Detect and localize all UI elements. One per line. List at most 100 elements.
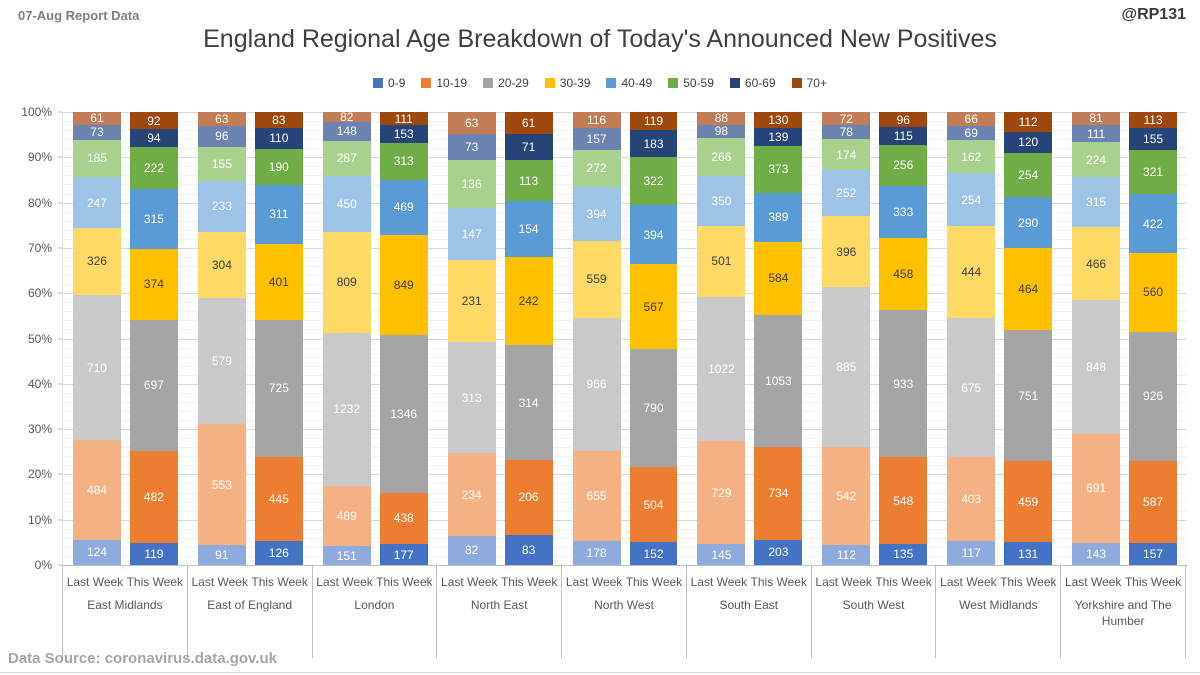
bar-segment: 233 xyxy=(197,180,246,232)
minor-gridline xyxy=(63,438,1187,440)
segment-value-label: 394 xyxy=(643,227,664,242)
y-tick-mark xyxy=(58,111,62,113)
bar-segment: 290 xyxy=(1004,197,1053,249)
segment-value-label: 112 xyxy=(1018,114,1038,129)
major-gridline xyxy=(63,112,1187,113)
segment-value-label: 113 xyxy=(1143,112,1163,127)
segment-value-label: 153 xyxy=(393,127,414,142)
bar-segment: 691 xyxy=(1072,433,1121,543)
bar-segment: 157 xyxy=(1129,543,1178,565)
segment-value-label: 82 xyxy=(340,110,354,125)
segment-value-label: 1053 xyxy=(765,374,792,389)
bar-segment: 111 xyxy=(1072,124,1121,143)
stacked-bar: 131 459 751 464 290 254 120 112 xyxy=(1004,112,1053,565)
bar-segment: 559 xyxy=(572,241,621,318)
bar-segment: 710 xyxy=(73,294,121,441)
legend-swatch-50-59 xyxy=(668,78,679,88)
bar-segment: 78 xyxy=(822,125,871,140)
segment-value-label: 69 xyxy=(964,125,978,140)
bar-segment: 542 xyxy=(822,447,871,545)
week-label: This Week xyxy=(376,575,433,589)
segment-value-label: 88 xyxy=(714,111,729,126)
major-gridline xyxy=(63,247,1187,249)
segment-value-label: 450 xyxy=(336,197,357,212)
segment-value-label: 751 xyxy=(1018,388,1039,403)
bar-segment: 579 xyxy=(197,297,246,425)
bar-segment: 848 xyxy=(1072,300,1121,434)
bar-segment: 143 xyxy=(1072,542,1121,565)
segment-value-label: 154 xyxy=(518,222,539,237)
segment-value-label: 287 xyxy=(336,151,357,166)
region-name: North West xyxy=(594,598,654,613)
segment-value-label: 311 xyxy=(269,207,289,222)
legend-swatch-70+ xyxy=(791,78,802,88)
category-cell: Last Week This Week North East xyxy=(436,566,561,658)
region-group: 112 542 885 396 252 174 78 72 135 548 933 458 333 256… xyxy=(812,112,937,565)
minor-gridline xyxy=(63,166,1187,168)
bar-segment: 458 xyxy=(879,238,928,311)
bar-segment: 729 xyxy=(697,441,746,545)
major-gridline xyxy=(63,157,1187,159)
minor-gridline xyxy=(63,148,1187,150)
y-tick-mark xyxy=(58,202,62,204)
y-tick-label: 60% xyxy=(27,286,52,301)
bar-segment: 272 xyxy=(572,149,621,187)
segment-value-label: 131 xyxy=(1018,546,1039,561)
segment-value-label: 567 xyxy=(643,299,664,314)
segment-value-label: 315 xyxy=(1086,195,1107,210)
segment-value-label: 119 xyxy=(144,546,164,561)
segment-value-label: 272 xyxy=(586,161,607,176)
minor-gridline xyxy=(63,465,1187,467)
bar-segment: 394 xyxy=(629,205,678,265)
y-tick-mark xyxy=(58,247,62,249)
bar-segment: 139 xyxy=(754,128,803,146)
y-tick-label: 70% xyxy=(27,240,52,255)
week-label: This Week xyxy=(251,575,308,589)
category-cell: Last Week This Week East of England xyxy=(186,566,312,658)
y-tick-label: 90% xyxy=(27,150,52,165)
segment-value-label: 966 xyxy=(586,377,607,392)
segment-value-label: 63 xyxy=(464,116,479,131)
y-tick-label: 50% xyxy=(27,331,52,346)
bar-segment: 1053 xyxy=(754,314,803,448)
week-label: This Week xyxy=(126,575,184,589)
bar-segment: 131 xyxy=(1004,542,1053,565)
bar-segment: 113 xyxy=(504,160,553,202)
minor-gridline xyxy=(63,546,1187,548)
segment-value-label: 256 xyxy=(893,158,914,173)
bar-segment: 926 xyxy=(1129,331,1178,462)
segment-value-label: 469 xyxy=(393,200,414,215)
y-tick-label: 20% xyxy=(27,467,52,482)
segment-value-label: 73 xyxy=(90,125,104,140)
bar-segment: 174 xyxy=(822,139,871,171)
bar-segment: 287 xyxy=(322,140,371,177)
minor-gridline xyxy=(63,320,1187,322)
bar-segment: 254 xyxy=(1004,152,1053,198)
segment-value-label: 484 xyxy=(86,482,107,497)
segment-value-label: 139 xyxy=(768,130,789,145)
bar-segment: 315 xyxy=(129,189,178,249)
minor-gridline xyxy=(63,139,1187,141)
bar-segment: 655 xyxy=(572,450,621,541)
bar-segment: 933 xyxy=(879,310,928,458)
legend-item: 70+ xyxy=(791,76,827,90)
bar-segment: 81 xyxy=(1072,111,1121,126)
bar-segment: 83 xyxy=(254,112,303,128)
bar-segment: 396 xyxy=(822,215,871,288)
segment-value-label: 66 xyxy=(964,111,978,126)
bar-segment: 403 xyxy=(947,457,996,541)
category-cell: Last Week This Week West Midlands xyxy=(935,566,1060,658)
bar-segment: 88 xyxy=(697,111,746,126)
region-group: 178 655 966 559 394 272 157 116 152 504 790 567 394 3… xyxy=(563,112,688,565)
bar-segment: 71 xyxy=(504,134,553,161)
segment-value-label: 482 xyxy=(143,489,164,504)
segment-value-label: 373 xyxy=(768,162,789,177)
legend-label: 0-9 xyxy=(388,76,406,90)
segment-value-label: 148 xyxy=(336,124,357,139)
y-tick-label: 10% xyxy=(27,512,52,527)
segment-value-label: 155 xyxy=(1143,131,1164,146)
segment-value-label: 81 xyxy=(1089,111,1103,126)
major-gridline xyxy=(63,429,1187,431)
region-name: Yorkshire and The Humber xyxy=(1074,598,1172,628)
segment-value-label: 401 xyxy=(268,274,289,289)
